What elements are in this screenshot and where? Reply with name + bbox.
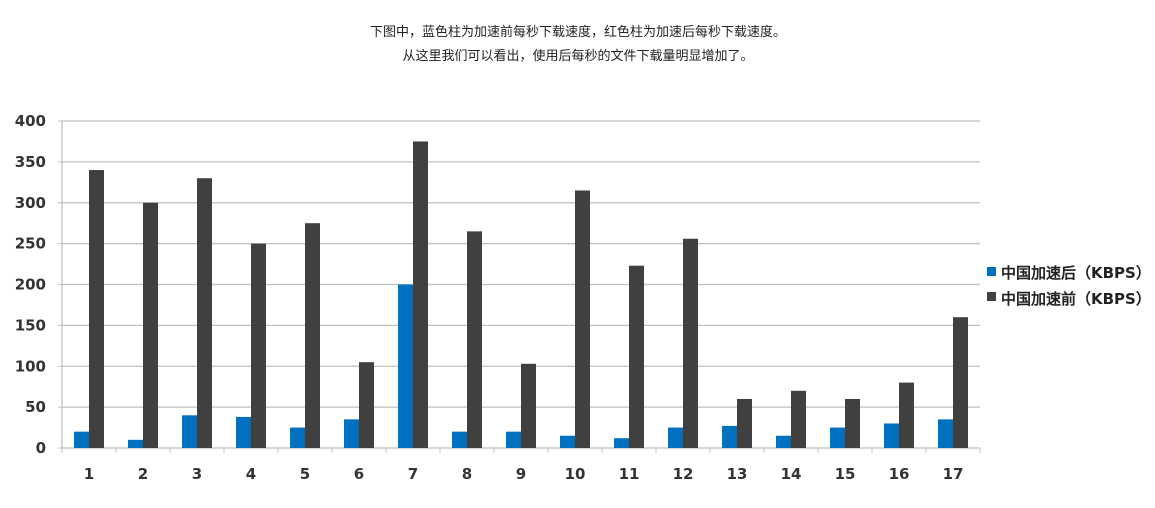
legend-swatch-before: [987, 292, 996, 301]
x-tick-label: 11: [619, 465, 640, 483]
legend-swatch-after: [987, 267, 996, 276]
bar-after-9: [506, 431, 521, 448]
bar-before-13: [737, 398, 752, 448]
bar-after-2: [128, 439, 143, 448]
y-tick-label: 300: [15, 194, 46, 212]
x-tick-label: 6: [354, 465, 364, 483]
bar-before-1: [89, 170, 104, 449]
y-tick-label: 100: [15, 357, 46, 375]
x-tick-label: 4: [246, 465, 256, 483]
bar-after-17: [938, 419, 953, 448]
bar-before-10: [575, 190, 590, 449]
x-tick-label: 5: [300, 465, 310, 483]
bar-after-15: [830, 427, 845, 448]
x-tick-label: 12: [673, 465, 694, 483]
bar-before-4: [251, 243, 266, 448]
legend: 中国加速后（KBPS） 中国加速前（KBPS）: [987, 264, 1151, 308]
bar-before-16: [899, 382, 914, 448]
bar-before-3: [197, 178, 212, 448]
bar-before-5: [305, 223, 320, 448]
bar-after-1: [74, 431, 89, 448]
bar-after-12: [668, 427, 683, 448]
bar-after-4: [236, 416, 251, 448]
x-tick-label: 9: [516, 465, 526, 483]
x-tick-label: 15: [835, 465, 856, 483]
bar-before-12: [683, 238, 698, 448]
bar-after-11: [614, 438, 629, 448]
y-tick-label: 0: [36, 439, 46, 457]
legend-label-before: 中国加速前（KBPS）: [1001, 290, 1151, 308]
bar-after-5: [290, 427, 305, 448]
bar-before-15: [845, 398, 860, 448]
bar-after-16: [884, 423, 899, 448]
bar-before-17: [953, 317, 968, 448]
bar-before-7: [413, 141, 428, 448]
bar-before-6: [359, 362, 374, 448]
bar-after-6: [344, 419, 359, 448]
bar-before-14: [791, 390, 806, 448]
x-tick-label: 10: [565, 465, 586, 483]
bar-after-14: [776, 435, 791, 448]
x-tick-label: 1: [84, 465, 94, 483]
y-tick-label: 350: [15, 153, 46, 171]
caption-line-2: 从这里我们可以看出，使用后每秒的文件下载量明显增加了。: [402, 48, 753, 64]
caption-line-1: 下图中，蓝色柱为加速前每秒下载速度，红色柱为加速后每秒下载速度。: [370, 24, 786, 40]
bar-before-8: [467, 231, 482, 448]
y-tick-label: 200: [15, 276, 46, 294]
y-tick-label: 250: [15, 235, 46, 253]
x-tick-label: 17: [943, 465, 964, 483]
y-tick-label: 50: [25, 398, 46, 416]
bar-before-9: [521, 363, 536, 448]
y-tick-label: 400: [15, 112, 46, 130]
x-tick-label: 13: [727, 465, 748, 483]
bar-after-3: [182, 415, 197, 448]
x-tick-label: 14: [781, 465, 802, 483]
legend-label-after: 中国加速后（KBPS）: [1001, 264, 1151, 282]
x-tick-label: 8: [462, 465, 472, 483]
x-tick-label: 3: [192, 465, 202, 483]
x-tick-label: 16: [889, 465, 910, 483]
bar-after-13: [722, 425, 737, 448]
y-tick-label: 150: [15, 316, 46, 334]
x-tick-label: 2: [138, 465, 148, 483]
bar-after-8: [452, 431, 467, 448]
bar-after-7: [398, 284, 413, 448]
x-tick-label: 7: [408, 465, 418, 483]
bar-before-2: [143, 202, 158, 448]
bar-before-11: [629, 265, 644, 448]
bar-after-10: [560, 435, 575, 448]
